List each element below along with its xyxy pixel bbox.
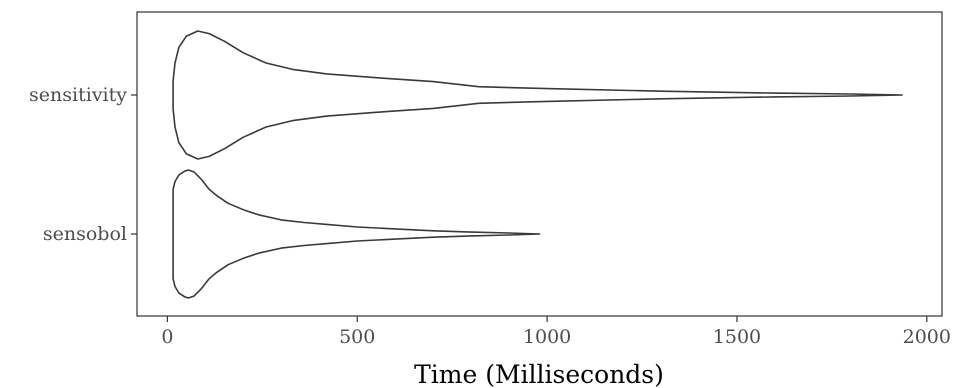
y-tick-label: sensitivity [29,84,127,106]
x-tick-label: 1500 [713,326,761,348]
x-axis-title: Time (Milliseconds) [414,360,664,388]
y-axis: sensitivity sensobol [29,84,137,245]
x-tick-label: 1000 [523,326,571,348]
violin-layer [172,30,903,299]
x-tick-label: 0 [161,326,173,348]
plot-panel [136,11,943,317]
x-tick-label: 2000 [903,326,951,348]
violin-sensobol [172,169,541,299]
x-axis: 0 500 1000 1500 2000 [161,316,951,348]
violin-sensitivity [172,30,903,160]
y-tick-label: sensobol [43,223,127,245]
x-tick-label: 500 [339,326,375,348]
